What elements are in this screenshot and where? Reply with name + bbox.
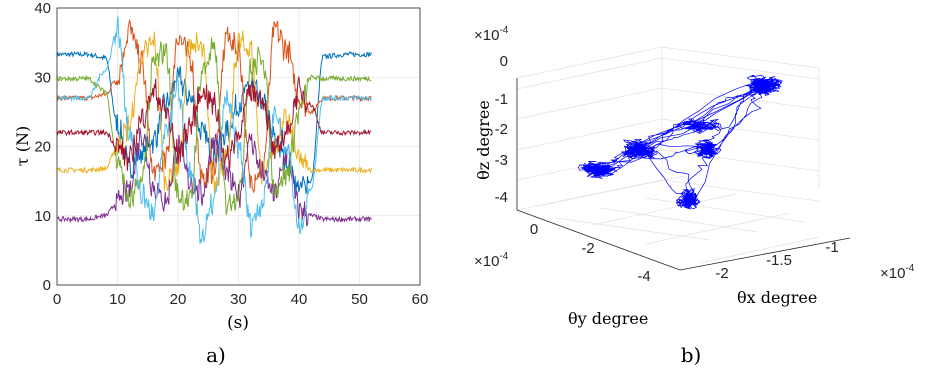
x-tick-label: 10 [109,291,126,308]
y-tick-label: 30 [34,69,51,86]
y-tick-label: 0 [43,277,51,294]
x-ticks-a: 0 10 20 30 40 50 60 [53,291,429,308]
x-ticks-b: -2 -1.5 -1 [715,239,838,282]
x-tick-label: 50 [351,291,368,308]
z-axis-label-b: θz degree [474,100,493,180]
x-tick-label: -1 [825,239,838,256]
y-tick-label: -4 [637,268,650,285]
x-tick-label: 40 [291,291,308,308]
z-tick-label: -4 [495,189,508,206]
x-tick-label: 60 [412,291,429,308]
y-axis-label-b: θy degree [568,309,648,328]
panel-a-time-series-chart: 0 10 20 30 40 50 60 0 10 20 30 40 (s) τ (N) a) [13,0,428,367]
y-tick-label: 40 [34,0,51,17]
z-tick-label: -3 [495,152,508,169]
x-tick-label: 20 [170,291,187,308]
exponent-labels-b: ×10-4 ×10-4 ×10-4 [474,25,915,282]
series-line [56,76,372,171]
x-tick-label: 30 [230,291,247,308]
panel-label-b: b) [681,343,702,367]
series-a [56,16,372,245]
z-tick-label: 0 [500,53,508,70]
series-line [56,127,372,227]
y-tick-label: 20 [34,139,51,156]
axes-lines-b [516,78,851,271]
axes-box-a [56,7,421,286]
panel-label-a: a) [206,343,226,367]
y-exponent-label: ×10-4 [474,251,509,270]
series-line [56,50,372,196]
y-tick-label: 10 [34,208,51,225]
x-axis-label-a: (s) [227,313,249,333]
z-tick-label: -2 [495,121,508,138]
x-tick-label: -2 [715,265,728,282]
x-axis-label-b: θx degree [737,288,817,307]
series-line [56,30,372,195]
y-axis-label-a: τ (N) [13,126,32,166]
series-line [56,37,372,216]
panel-b-3d-trajectory-chart: 0 -1 -2 -3 -4 0 -2 -4 -2 -1.5 -1 ×10-4 ×… [474,25,915,367]
z-tick-label: -1 [495,91,508,108]
trajectory-b [578,74,783,210]
y-tick-label: 0 [530,221,538,238]
series-line [56,19,372,194]
y-tick-label: -2 [581,240,594,257]
x-exponent-label: ×10-4 [880,263,915,282]
y-ticks-a: 0 10 20 30 40 [34,0,51,294]
z-ticks-b: 0 -1 -2 -3 -4 [495,53,508,206]
trajectory-line [578,74,783,210]
x-tick-label: -1.5 [766,252,792,269]
z-exponent-label: ×10-4 [474,25,509,44]
y-ticks-b: 0 -2 -4 [530,221,651,285]
x-tick-label: 0 [53,291,61,308]
